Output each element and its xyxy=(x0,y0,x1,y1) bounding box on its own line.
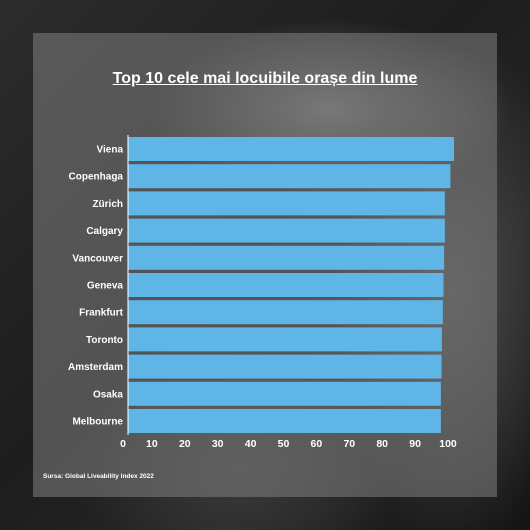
x-tick-label: 40 xyxy=(245,438,257,450)
x-tick-label: 10 xyxy=(146,438,158,450)
bar-copenhaga xyxy=(128,164,451,189)
bar-frankfurt xyxy=(128,300,443,325)
category-label: Vancouver xyxy=(72,253,123,264)
bar-calgary xyxy=(128,218,445,243)
x-tick-label: 30 xyxy=(212,438,224,450)
x-tick-label: 60 xyxy=(311,438,323,450)
x-tick-label: 20 xyxy=(179,438,191,450)
x-tick-label: 80 xyxy=(376,438,388,450)
chart-title: Top 10 cele mai locuibile orașe din lume xyxy=(112,70,418,87)
bar-viena xyxy=(128,137,455,161)
tick-labels: 0 10 20 30 40 50 60 70 80 90 100 xyxy=(120,438,457,450)
bars-group xyxy=(128,137,455,433)
category-label: Calgary xyxy=(86,226,123,237)
category-label: Amsterdam xyxy=(68,362,123,373)
category-label: Frankfurt xyxy=(79,308,124,319)
bar-zürich xyxy=(128,191,445,216)
category-label: Copenhaga xyxy=(69,172,124,183)
category-label: Geneva xyxy=(87,281,124,292)
category-label: Zürich xyxy=(92,199,123,210)
category-label: Melbourne xyxy=(72,417,123,428)
bar-vancouver xyxy=(128,245,445,270)
source-note: Sursa: Global Liveability Index 2022 xyxy=(43,473,154,480)
bar-toronto xyxy=(128,327,442,352)
bar-amsterdam xyxy=(128,354,442,379)
bar-melbourne xyxy=(128,409,441,433)
category-label: Viena xyxy=(97,145,124,156)
category-label: Toronto xyxy=(86,335,123,346)
x-tick-label: 90 xyxy=(409,438,421,450)
bar-osaka xyxy=(128,381,441,406)
bar-geneva xyxy=(128,273,444,297)
category-label: Osaka xyxy=(93,389,123,400)
x-tick-label: 50 xyxy=(278,438,290,450)
x-tick-label: 0 xyxy=(120,438,126,450)
category-labels: Viena Copenhaga Zürich Calgary Vancouver Gene… xyxy=(68,145,124,428)
x-tick-label: 70 xyxy=(343,438,355,450)
x-tick-label: 100 xyxy=(439,438,457,450)
